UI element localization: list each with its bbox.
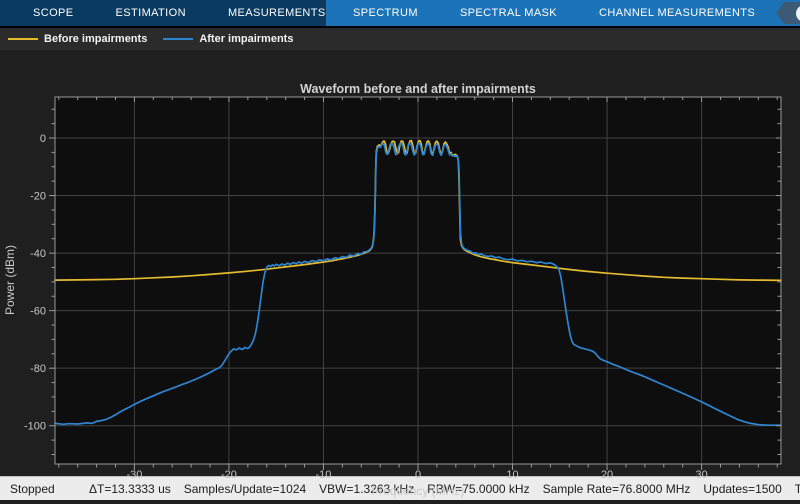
status-item: VBW=1.3263 kHz xyxy=(319,481,415,496)
collapse-ribbon-arrow[interactable]: ? xyxy=(776,2,800,24)
y-tick-label: -20 xyxy=(30,191,46,203)
tab-spectral-mask[interactable]: SPECTRAL MASK xyxy=(459,7,558,19)
tab-spectrum[interactable]: SPECTRUM xyxy=(353,7,418,19)
toolstrip-separator xyxy=(0,26,800,28)
x-tick-label: 20 xyxy=(601,469,613,481)
x-axis-label: Frequency (MHz) xyxy=(372,484,465,498)
legend-item-before-impairments[interactable]: Before impairments xyxy=(8,33,147,45)
grid-lines xyxy=(55,97,781,464)
legend-line-icon xyxy=(8,38,38,40)
x-tick-label: 0 xyxy=(415,469,421,481)
legend-item-after-impairments[interactable]: After impairments xyxy=(163,33,293,45)
y-tick-label: -80 xyxy=(30,363,46,375)
axis-tick-labels: -30 -20 -10 0 10 20 300-20-40-60-80-100 xyxy=(24,133,708,481)
y-tick-label: -40 xyxy=(30,248,46,260)
x-tick-label: -10 xyxy=(316,469,332,481)
spectrum-plot[interactable]: Waveform before and after impairments -3… xyxy=(0,78,800,504)
legend-label: After impairments xyxy=(199,33,294,45)
status-item: ΔT=13.3333 us xyxy=(89,481,171,496)
y-tick-label: -100 xyxy=(24,421,46,433)
x-tick-label: -30 xyxy=(126,469,142,481)
help-icon[interactable]: ? xyxy=(795,4,800,22)
toolstrip-group-right: SPECTRUM SPECTRAL MASK CHANNEL MEASUREMENT… xyxy=(326,0,800,26)
tab-measurements[interactable]: MEASUREMENTS xyxy=(227,7,326,19)
status-item: Samples/Update=1024 xyxy=(183,481,307,496)
status-item: T=0.0200 xyxy=(795,482,800,496)
x-tick-label: 10 xyxy=(506,469,518,481)
scope-figure: Before impairments After impairments Wave… xyxy=(0,28,800,498)
trace-after-impairments xyxy=(54,142,782,427)
y-tick-label: 0 xyxy=(40,133,46,145)
legend-label: Before impairments xyxy=(44,33,148,45)
toolstrip: SCOPE ESTIMATION MEASUREMENTS SPECTRUM SPEC… xyxy=(0,0,800,26)
tab-estimation[interactable]: ESTIMATION xyxy=(115,7,186,19)
legend-line-icon xyxy=(163,38,194,40)
legend: Before impairments After impairments xyxy=(0,28,800,50)
trace-group xyxy=(54,139,782,427)
status-item: RBW=75.0000 kHz xyxy=(427,481,530,496)
x-tick-label: 30 xyxy=(695,469,707,481)
tab-channel-measurements[interactable]: CHANNEL MEASUREMENTS xyxy=(599,7,756,19)
status-item: Sample Rate=76.8000 MHz xyxy=(542,481,691,496)
status-bar: Stopped ΔT=13.3333 us Samples/Update=1024… xyxy=(0,476,800,500)
x-tick-label: -20 xyxy=(221,469,237,481)
status-item: Updates=1500 xyxy=(703,481,782,496)
plot-title: Waveform before and after impairments xyxy=(300,82,536,96)
y-axis-label: Power (dBm) xyxy=(3,245,17,315)
toolstrip-group-left: SCOPE ESTIMATION MEASUREMENTS xyxy=(0,0,326,26)
status-state: Stopped xyxy=(10,481,55,496)
trace-before-impairments xyxy=(54,139,782,282)
y-tick-label: -60 xyxy=(30,306,46,318)
tab-scope[interactable]: SCOPE xyxy=(33,7,74,19)
axis-ticks xyxy=(49,97,781,470)
